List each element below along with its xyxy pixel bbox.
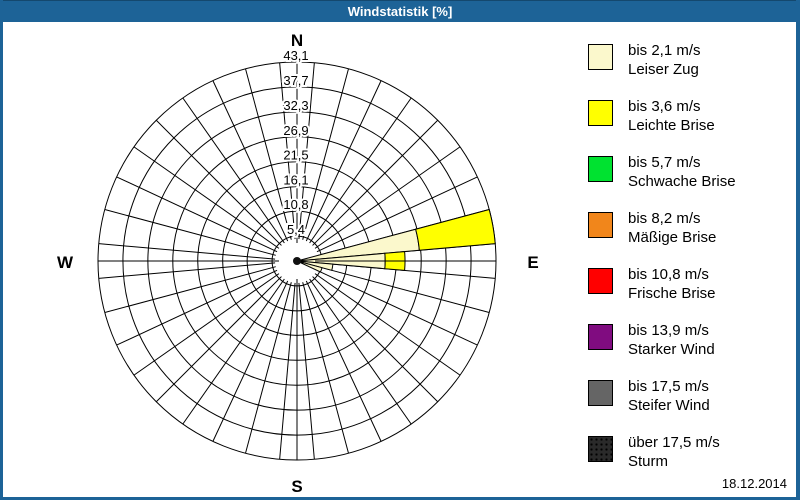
legend-text-block: bis 3,6 m/s Leichte Brise <box>628 97 715 135</box>
grid-spoke <box>316 269 478 346</box>
grid-spoke <box>298 62 315 240</box>
wind-sector-wedge <box>415 208 496 251</box>
window-title: Windstatistik [%] <box>347 4 453 19</box>
legend-speed-label: bis 5,7 m/s <box>628 154 701 171</box>
grid-spoke <box>279 282 296 460</box>
window-titlebar[interactable]: Windstatistik [%] <box>3 0 796 22</box>
legend-name-label: Frische Brise <box>628 285 716 302</box>
legend-item: bis 13,9 m/s Starker Wind <box>588 321 736 359</box>
legend: bis 2,1 m/s Leiser Zug bis 3,6 m/s Leichte … <box>588 41 736 492</box>
center-dot <box>293 257 301 265</box>
grid-spoke <box>182 97 285 244</box>
ring-label: 16,1 <box>283 173 308 188</box>
legend-item: über 17,5 m/s Sturm <box>588 433 736 471</box>
legend-color-swatch <box>588 156 613 182</box>
legend-speed-label: bis 17,5 m/s <box>628 378 709 395</box>
legend-name-label: Mäßige Brise <box>628 229 717 246</box>
grid-spoke <box>245 282 292 454</box>
ring-label: 43,1 <box>283 48 308 63</box>
grid-spoke <box>155 119 282 246</box>
legend-name-label: Starker Wind <box>628 341 715 358</box>
grid-spoke <box>302 282 349 454</box>
legend-item: bis 17,5 m/s Steifer Wind <box>588 377 736 415</box>
legend-speed-label: bis 13,9 m/s <box>628 322 709 339</box>
grid-spoke <box>133 273 280 376</box>
legend-speed-label: bis 8,2 m/s <box>628 210 701 227</box>
legend-speed-label: über 17,5 m/s <box>628 434 720 451</box>
legend-speed-label: bis 10,8 m/s <box>628 266 709 283</box>
legend-text-block: bis 17,5 m/s Steifer Wind <box>628 377 710 415</box>
ring-labels: 5,4 10,8 16,1 21,5 26,9 32,3 37,7 43,1 <box>281 46 310 239</box>
ring-label: 21,5 <box>283 148 308 163</box>
legend-name-label: Leiser Zug <box>628 61 699 78</box>
grid-spoke <box>309 278 412 425</box>
legend-text-block: bis 2,1 m/s Leiser Zug <box>628 41 701 79</box>
legend-color-swatch <box>588 212 613 238</box>
legend-item: bis 3,6 m/s Leichte Brise <box>588 97 736 135</box>
grid-spoke <box>305 80 382 242</box>
grid-spoke <box>212 80 289 242</box>
grid-spoke <box>104 209 276 256</box>
grid-spoke <box>98 262 276 279</box>
grid-spoke <box>316 176 478 253</box>
grid-spoke <box>116 176 278 253</box>
grid-spoke <box>104 266 276 313</box>
grid-spoke <box>314 273 461 376</box>
legend-text-block: bis 10,8 m/s Frische Brise <box>628 265 716 303</box>
legend-color-swatch <box>588 100 613 126</box>
legend-name-label: Sturm <box>628 453 669 470</box>
legend-speed-label: bis 2,1 m/s <box>628 42 701 59</box>
grid-spoke <box>309 97 412 244</box>
legend-text-block: bis 13,9 m/s Starker Wind <box>628 321 715 359</box>
grid-spoke <box>302 68 349 240</box>
ring-label: 37,7 <box>283 73 308 88</box>
grid-spoke <box>98 243 276 260</box>
grid-spoke <box>314 146 461 249</box>
date-label: 18.12.2014 <box>721 476 787 491</box>
legend-text-block: bis 8,2 m/s Mäßige Brise <box>628 209 716 247</box>
compass-north-label: N <box>291 31 303 50</box>
grid-spoke <box>318 266 490 313</box>
legend-item: bis 8,2 m/s Mäßige Brise <box>588 209 736 247</box>
wind-sector-wedge <box>296 260 323 273</box>
legend-item: bis 5,7 m/s Schwache Brise <box>588 153 736 191</box>
grid-spoke <box>312 276 439 403</box>
grid-spoke <box>279 62 296 240</box>
grid-spoke <box>212 280 289 442</box>
grid-spoke <box>312 119 439 246</box>
legend-color-swatch <box>588 268 613 294</box>
grid-spoke <box>133 146 280 249</box>
ring-label: 10,8 <box>283 197 308 212</box>
legend-color-swatch <box>588 380 613 406</box>
ring-label: 32,3 <box>283 98 308 113</box>
legend-color-swatch <box>588 436 613 462</box>
compass-west-label: W <box>57 253 74 272</box>
grid-spoke <box>245 68 292 240</box>
compass-labels: N E S W <box>57 31 539 496</box>
legend-name-label: Steifer Wind <box>628 397 710 414</box>
grid-spoke <box>298 282 315 460</box>
grid-spoke <box>116 269 278 346</box>
cardinal-axes <box>98 62 496 460</box>
compass-east-label: E <box>527 253 538 272</box>
ring-label: 26,9 <box>283 123 308 138</box>
legend-text-block: über 17,5 m/s Sturm <box>628 433 720 471</box>
legend-color-swatch <box>588 44 613 70</box>
legend-speed-label: bis 3,6 m/s <box>628 98 701 115</box>
legend-name-label: Schwache Brise <box>628 173 736 190</box>
legend-item: bis 2,1 m/s Leiser Zug <box>588 41 736 79</box>
ring-label: 5,4 <box>287 222 305 237</box>
legend-name-label: Leichte Brise <box>628 117 715 134</box>
wind-sectors <box>296 208 496 273</box>
compass-south-label: S <box>291 477 302 496</box>
grid-spoke <box>155 276 282 403</box>
legend-color-swatch <box>588 324 613 350</box>
legend-text-block: bis 5,7 m/s Schwache Brise <box>628 153 736 191</box>
grid-spoke <box>182 278 285 425</box>
grid-spoke <box>305 280 382 442</box>
legend-item: bis 10,8 m/s Frische Brise <box>588 265 736 303</box>
